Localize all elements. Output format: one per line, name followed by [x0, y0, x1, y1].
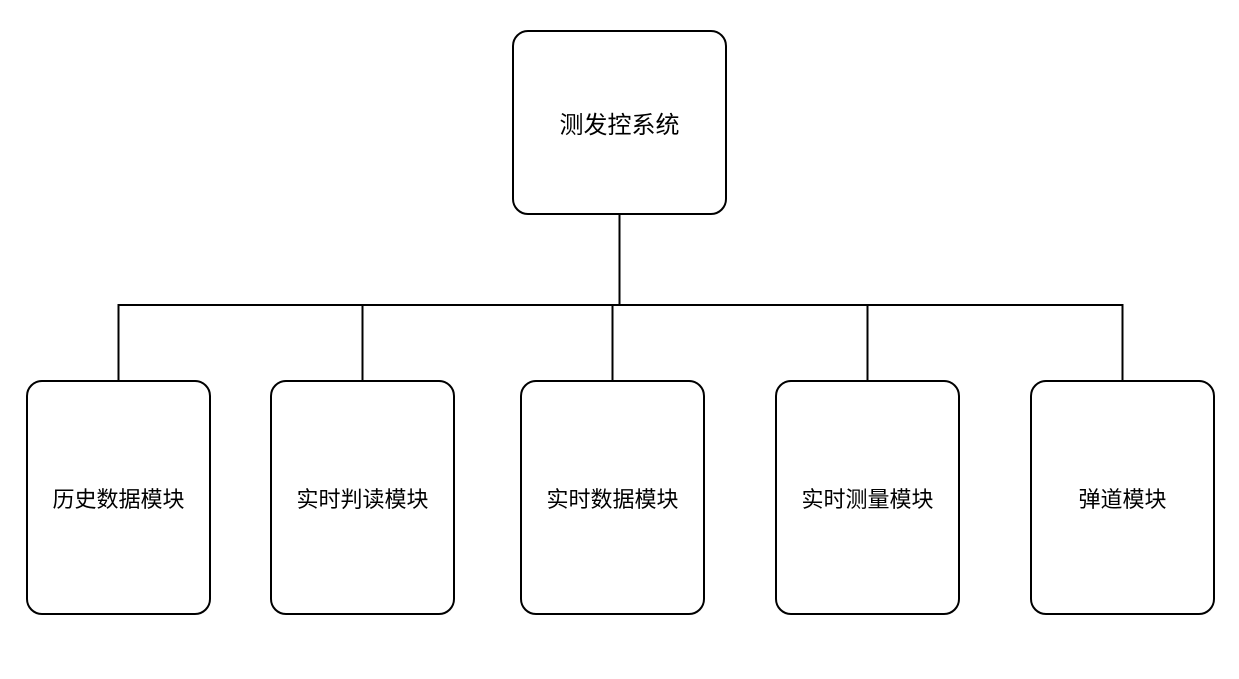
child-node-label: 历史数据模块 [52, 482, 184, 514]
child-node-label: 实时数据模块 [546, 482, 678, 514]
child-node-label: 实时测量模块 [801, 482, 933, 514]
root-node-label: 测发控系统 [560, 105, 680, 140]
child-node-trajectory: 弹道模块 [1030, 380, 1215, 615]
child-node-label: 实时判读模块 [296, 482, 428, 514]
child-node-realtime-measure: 实时测量模块 [775, 380, 960, 615]
child-node-label: 弹道模块 [1078, 482, 1166, 514]
child-node-realtime-data: 实时数据模块 [520, 380, 705, 615]
child-node-history-data: 历史数据模块 [26, 380, 211, 615]
diagram-canvas: 测发控系统 历史数据模块 实时判读模块 实时数据模块 实时测量模块 弹道模块 [0, 0, 1239, 679]
child-node-realtime-read: 实时判读模块 [270, 380, 455, 615]
root-node: 测发控系统 [512, 30, 727, 215]
